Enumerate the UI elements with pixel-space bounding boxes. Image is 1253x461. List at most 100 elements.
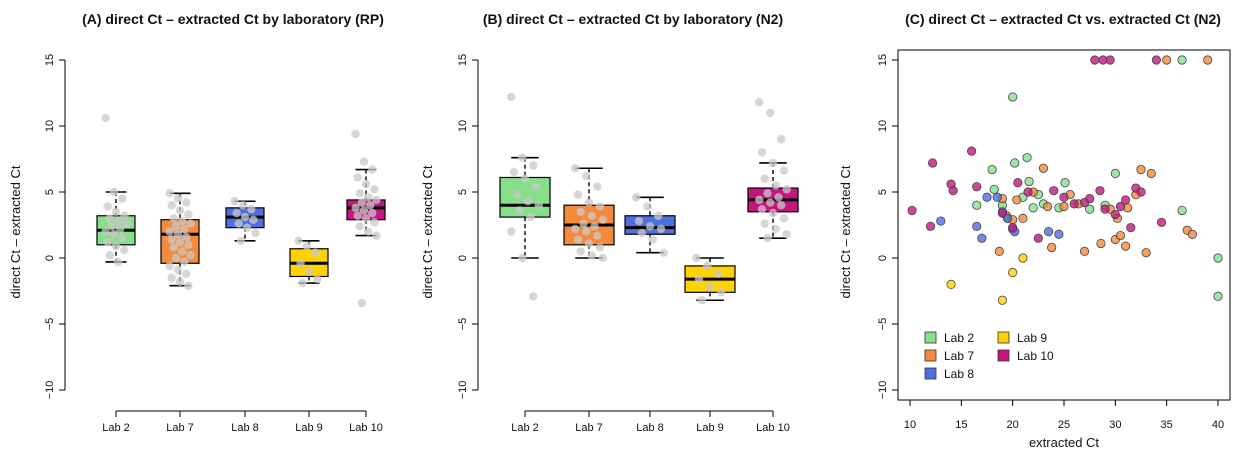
data-point (1012, 195, 1022, 205)
data-point (1008, 267, 1018, 278)
data-point (1013, 178, 1023, 188)
data-point (966, 146, 977, 156)
data-point (526, 212, 535, 222)
data-point (654, 211, 663, 220)
legend-entry-lab-7: Lab 7 (924, 349, 974, 363)
data-point (907, 205, 917, 216)
data-point (1090, 55, 1100, 65)
data-point (579, 219, 588, 228)
data-point (531, 182, 541, 191)
panel-c-axes: −10 −5 0 5 10 15 10 15 20 25 30 35 40 (877, 49, 1231, 431)
data-point (632, 193, 641, 202)
data-point (1054, 229, 1064, 239)
legend-entry-lab-2: Lab 2 (924, 331, 974, 345)
data-point (576, 247, 585, 256)
panel-a-x-tick-label: Lab 2 (102, 422, 130, 434)
panel-a-title: (A) direct Ct – extracted Ct by laborato… (82, 11, 384, 27)
data-point (982, 192, 992, 202)
data-point (1042, 201, 1053, 212)
panel-a-box-lab-9 (289, 236, 329, 288)
data-point (1085, 204, 1095, 214)
data-point (587, 211, 596, 220)
panel-c-y-tick-label: −5 (877, 318, 889, 331)
data-point (357, 198, 367, 207)
data-point (359, 206, 369, 215)
data-point (573, 235, 583, 244)
data-point (109, 187, 119, 197)
data-point (173, 265, 183, 275)
panel-a-marks (96, 113, 386, 308)
data-point (755, 98, 764, 107)
data-point (529, 292, 538, 301)
data-point (595, 243, 605, 252)
data-point (365, 201, 375, 210)
data-point (177, 216, 187, 226)
data-point (768, 158, 778, 168)
data-point (766, 108, 775, 118)
data-point (777, 201, 786, 210)
panel-b-marks (499, 92, 799, 305)
legend-entry-lab-10: Lab 10 (997, 349, 1054, 363)
data-point (1136, 164, 1146, 175)
data-point (1213, 291, 1223, 301)
data-point (1162, 55, 1172, 65)
data-point (1059, 192, 1069, 202)
data-point (946, 279, 956, 289)
data-point (590, 222, 599, 231)
data-point (1115, 230, 1126, 241)
data-point (1047, 242, 1057, 253)
data-point (573, 190, 583, 199)
panel-b-box-lab-10 (747, 98, 799, 243)
data-point (1177, 55, 1187, 65)
data-point (1136, 187, 1146, 197)
data-point (972, 200, 982, 210)
data-point (972, 221, 982, 231)
data-point (372, 231, 381, 240)
data-point (361, 214, 371, 223)
data-point (113, 257, 123, 267)
data-point (236, 236, 246, 246)
legend-entry-lab-8: Lab 8 (924, 367, 974, 381)
data-point (1033, 233, 1043, 243)
data-point (1044, 227, 1054, 237)
data-point (165, 227, 174, 236)
data-point (997, 295, 1008, 305)
data-point (182, 269, 191, 279)
legend-entry-lab-9: Lab 9 (997, 331, 1047, 345)
legend-swatch (924, 331, 937, 344)
panel-a-box-lab-8 (225, 197, 265, 246)
data-point (1079, 246, 1090, 256)
panel-b-box-lab-9 (684, 253, 736, 305)
data-point (1141, 248, 1151, 258)
data-point (171, 222, 181, 231)
panel-c-y-label: direct Ct – extracted Ct (838, 165, 853, 298)
data-point (1049, 186, 1059, 196)
data-point (507, 92, 516, 102)
data-point (659, 248, 668, 257)
legend-label: Lab 9 (1017, 331, 1047, 345)
data-point (523, 197, 532, 206)
panel-a-axes: −10 −5 0 5 10 15 Lab 2 Lab 7 Lab 8 Lab 9 Lab 10 (44, 54, 383, 434)
data-point (1115, 201, 1126, 212)
data-point (1085, 194, 1095, 204)
data-point (1187, 229, 1197, 239)
data-point (1110, 168, 1120, 179)
panel-b-x-tick-label: Lab 10 (756, 422, 790, 434)
data-point (771, 181, 780, 190)
data-point (1008, 92, 1018, 102)
data-point (175, 206, 185, 215)
panel-c: (C) direct Ct – extracted Ct vs. extract… (838, 11, 1231, 450)
data-point (175, 277, 185, 286)
data-point (779, 166, 789, 176)
data-point (1095, 186, 1105, 196)
panel-c-x-tick-label: 25 (1058, 419, 1070, 431)
panel-a-y-tick-label: 15 (44, 54, 56, 66)
data-point (1213, 253, 1223, 263)
data-point (247, 204, 256, 214)
data-point (1023, 187, 1033, 197)
data-point (109, 230, 119, 239)
data-point (186, 219, 195, 228)
data-point (169, 243, 178, 252)
data-point (103, 237, 112, 247)
